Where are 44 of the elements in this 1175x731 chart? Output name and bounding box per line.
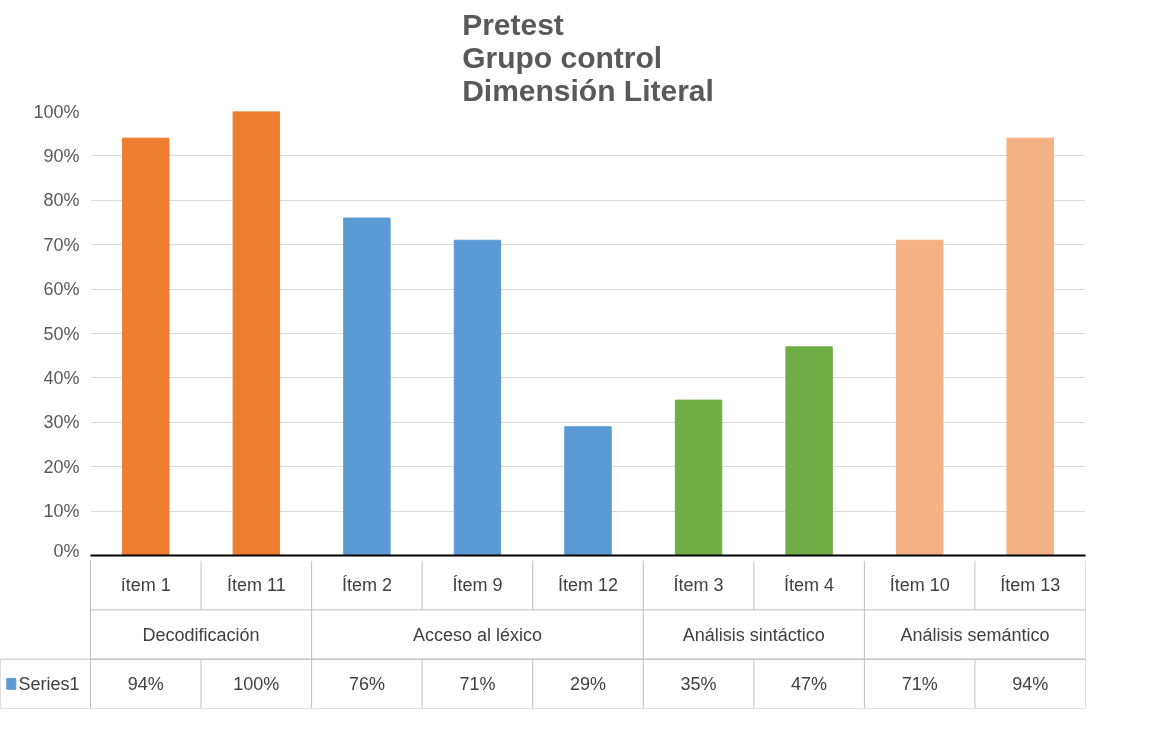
y-tick-label: 50%: [43, 323, 80, 344]
data-label: 100%: [233, 673, 280, 694]
bar: [895, 239, 944, 556]
data-label: 76%: [348, 673, 385, 694]
bar: [453, 239, 502, 556]
y-tick-label: 70%: [43, 234, 80, 255]
data-label: 71%: [459, 673, 496, 694]
y-tick-label: 20%: [43, 456, 80, 477]
x-tick-label: Ítem 2: [341, 575, 392, 596]
text: Análisis sintáctico: [682, 624, 825, 645]
bar: [232, 111, 281, 556]
x-tick-label: Ítem 10: [889, 575, 950, 596]
text: Acceso al léxico: [412, 624, 542, 645]
y-tick-label: 10%: [43, 501, 80, 522]
x-tick-label: Ítem 9: [452, 575, 503, 596]
bar: [785, 346, 833, 556]
y-tick-label: 80%: [43, 190, 80, 211]
data-label: 94%: [1012, 673, 1049, 694]
y-tick-label: 90%: [43, 145, 80, 166]
text: Decodificación: [142, 624, 260, 645]
chart-title: Pretest Grupo control Dimensión Literal: [462, 7, 714, 107]
y-tick-label: 60%: [43, 279, 80, 300]
data-label: 71%: [901, 673, 938, 694]
y-tick-label: 40%: [43, 367, 80, 388]
bar: [122, 137, 170, 556]
bar: [343, 217, 391, 556]
bar: [1006, 137, 1054, 556]
text: Análisis semántico: [900, 624, 1050, 645]
x-tick-label: Ítem 3: [673, 575, 724, 596]
data-label: 35%: [680, 673, 717, 694]
x-tick-label: ítem 1: [120, 575, 171, 596]
x-tick-label: Ítem 11: [226, 575, 286, 596]
data-label: 47%: [791, 673, 828, 694]
y-tick-label: 100%: [33, 101, 80, 122]
data-label: 94%: [127, 673, 164, 694]
bar: [674, 399, 723, 556]
legend-label: Series1: [18, 673, 80, 694]
data-label: 29%: [569, 673, 607, 694]
x-tick-label: Ítem 4: [784, 575, 835, 596]
y-tick-label: 0%: [53, 540, 80, 561]
y-tick-label: 30%: [43, 412, 80, 433]
x-tick-label: Ítem 13: [1000, 575, 1061, 596]
bar: [564, 426, 612, 556]
x-tick-label: Ítem 12: [557, 575, 619, 596]
